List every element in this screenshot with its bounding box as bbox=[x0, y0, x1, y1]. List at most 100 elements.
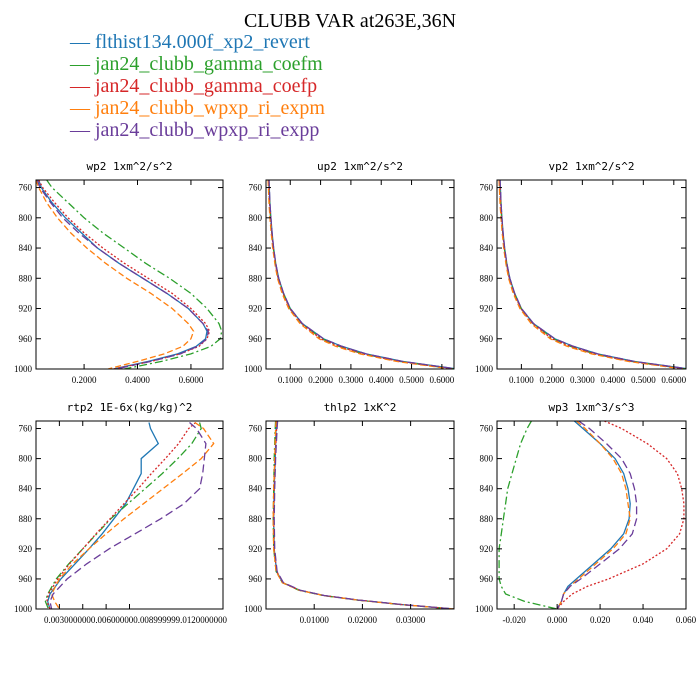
x-tick-label: 0.0030000000.006000000.008999999.0120000… bbox=[44, 615, 227, 625]
x-tick-label: 0.6000 bbox=[429, 375, 454, 385]
series-line bbox=[49, 422, 207, 609]
y-tick-label: 960 bbox=[480, 574, 494, 584]
x-tick-label: 0.03000 bbox=[396, 615, 426, 625]
series-line bbox=[498, 421, 558, 609]
x-tick-label: 0.000 bbox=[547, 615, 568, 625]
series-line bbox=[272, 421, 454, 609]
legend-entry: — jan24_clubb_gamma_coefp bbox=[69, 75, 317, 97]
x-tick-label: 0.5000 bbox=[631, 375, 656, 385]
x-tick-label: 0.2000 bbox=[72, 375, 97, 385]
y-tick-label: 920 bbox=[480, 544, 494, 554]
x-tick-label: 0.1000 bbox=[278, 375, 303, 385]
x-tick-label: 0.4000 bbox=[600, 375, 625, 385]
figure-title: CLUBB VAR at263E,36N bbox=[244, 10, 456, 32]
panel-title: rtp2 1E-6x(kg/kg)^2 bbox=[67, 401, 193, 414]
y-tick-label: 1000 bbox=[14, 604, 33, 614]
plot-frame bbox=[496, 179, 687, 370]
series-line bbox=[273, 421, 454, 609]
series-line bbox=[44, 422, 202, 609]
series-line bbox=[273, 421, 454, 609]
series-line bbox=[46, 422, 197, 609]
chart-panel: vp2 1xm^2/s^2 760 800 840 880 920 960 1000 0.100… bbox=[475, 160, 687, 385]
y-tick-label: 880 bbox=[249, 514, 263, 524]
legend-entry: — jan24_clubb_wpxp_ri_expm bbox=[69, 97, 325, 119]
y-tick-label: 960 bbox=[19, 334, 33, 344]
series-line bbox=[268, 180, 454, 369]
x-tick-label: 0.2000 bbox=[308, 375, 333, 385]
y-tick-label: 800 bbox=[249, 454, 263, 464]
x-tick-label: 0.4000 bbox=[125, 375, 150, 385]
y-tick-label: 920 bbox=[19, 304, 33, 314]
panel-title: up2 1xm^2/s^2 bbox=[317, 160, 403, 173]
y-tick-label: 840 bbox=[249, 484, 263, 494]
chart-panel: wp2 1xm^2/s^2 760 800 840 880 920 960 1000 0.200… bbox=[14, 160, 224, 385]
chart-panel: wp3 1xm^3/s^3 760 800 840 880 920 960 1000 -0.02… bbox=[475, 401, 697, 625]
y-tick-label: 840 bbox=[19, 243, 33, 253]
x-tick-label: -0.020 bbox=[503, 615, 527, 625]
y-tick-label: 1000 bbox=[475, 364, 494, 374]
y-tick-label: 760 bbox=[480, 183, 494, 193]
y-tick-label: 920 bbox=[249, 544, 263, 554]
series-line bbox=[38, 180, 208, 369]
y-tick-label: 800 bbox=[480, 213, 494, 223]
legend-entry: — flthist134.000f_xp2_revert bbox=[69, 31, 310, 53]
y-tick-label: 1000 bbox=[244, 364, 263, 374]
chart-panel: rtp2 1E-6x(kg/kg)^2 760 800 840 880 920 960 100… bbox=[14, 401, 227, 625]
series-line bbox=[38, 180, 211, 369]
x-tick-label: 0.6000 bbox=[661, 375, 686, 385]
series-line bbox=[36, 180, 195, 369]
legend: — flthist134.000f_xp2_revert— jan24_club… bbox=[69, 31, 325, 141]
series-line bbox=[556, 421, 638, 609]
x-tick-label: 0.2000 bbox=[539, 375, 564, 385]
panel-title: wp2 1xm^2/s^2 bbox=[86, 160, 172, 173]
series-line bbox=[556, 421, 631, 609]
y-tick-label: 800 bbox=[19, 454, 33, 464]
x-tick-label: 0.3000 bbox=[570, 375, 595, 385]
y-tick-label: 880 bbox=[480, 273, 494, 283]
chart-panel: up2 1xm^2/s^2 760 800 840 880 920 960 1000 0.100… bbox=[244, 160, 455, 385]
x-tick-label: 0.4000 bbox=[369, 375, 394, 385]
series-line bbox=[36, 180, 209, 369]
y-tick-label: 800 bbox=[19, 213, 33, 223]
x-tick-label: 0.1000 bbox=[509, 375, 534, 385]
series-line bbox=[50, 421, 215, 609]
series-line bbox=[268, 180, 454, 369]
x-tick-label: 0.060 bbox=[676, 615, 697, 625]
x-tick-label: 0.01000 bbox=[300, 615, 330, 625]
x-tick-label: 0.040 bbox=[633, 615, 654, 625]
series-line bbox=[47, 422, 160, 609]
legend-entry: — jan24_clubb_gamma_coefm bbox=[69, 53, 323, 75]
x-tick-label: 0.02000 bbox=[348, 615, 378, 625]
series-line bbox=[499, 180, 686, 369]
series-line bbox=[556, 421, 685, 609]
y-tick-label: 960 bbox=[19, 574, 33, 584]
series-line bbox=[46, 180, 223, 369]
series-line bbox=[498, 180, 684, 369]
panel-title: vp2 1xm^2/s^2 bbox=[548, 160, 634, 173]
y-tick-label: 880 bbox=[19, 514, 33, 524]
series-line bbox=[499, 180, 686, 369]
y-tick-label: 920 bbox=[249, 304, 263, 314]
y-tick-label: 760 bbox=[249, 183, 263, 193]
plot-frame bbox=[35, 179, 224, 370]
y-tick-label: 840 bbox=[480, 243, 494, 253]
y-tick-label: 800 bbox=[480, 454, 494, 464]
series-line bbox=[268, 180, 454, 369]
y-tick-label: 960 bbox=[249, 334, 263, 344]
y-tick-label: 880 bbox=[249, 273, 263, 283]
legend-entry: — jan24_clubb_wpxp_ri_expp bbox=[69, 119, 319, 141]
x-tick-label: 0.3000 bbox=[339, 375, 364, 385]
y-tick-label: 1000 bbox=[475, 604, 494, 614]
series-line bbox=[499, 180, 686, 369]
series-line bbox=[556, 421, 631, 609]
y-tick-label: 920 bbox=[480, 304, 494, 314]
y-tick-label: 920 bbox=[19, 544, 33, 554]
y-tick-label: 760 bbox=[19, 183, 33, 193]
series-line bbox=[267, 180, 452, 369]
y-tick-label: 840 bbox=[249, 243, 263, 253]
plot-frame bbox=[265, 179, 455, 370]
y-tick-label: 760 bbox=[19, 424, 33, 434]
series-line bbox=[268, 180, 454, 369]
y-tick-label: 840 bbox=[480, 484, 494, 494]
